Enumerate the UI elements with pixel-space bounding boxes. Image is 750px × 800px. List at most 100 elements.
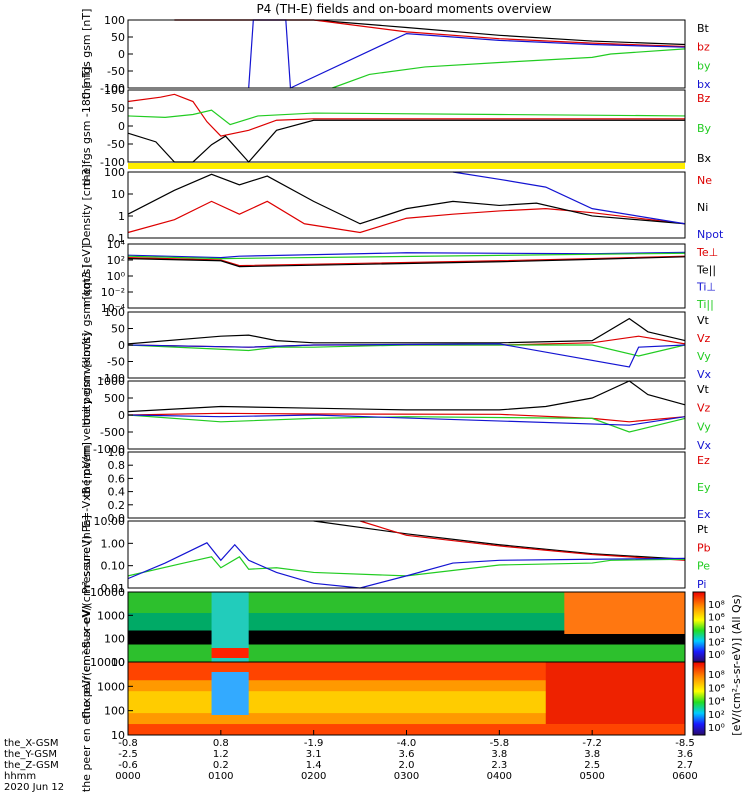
y-tick-label: 0 xyxy=(118,48,125,61)
footer-value: 1.2 xyxy=(213,749,229,760)
footer-value: 2.0 xyxy=(399,760,415,771)
y-axis-label: the peir en eflux eV/(cm²-s-sr-eV) xyxy=(80,535,93,719)
y-axis-label: the peer en eflux eV/(cm²-s-sr-eV) xyxy=(80,605,93,792)
series-Pt xyxy=(313,520,686,560)
heatmap-band xyxy=(211,648,249,658)
colorbar-tick: 10² xyxy=(708,710,725,721)
series-Vt xyxy=(127,317,686,345)
footer-value: 0200 xyxy=(301,771,326,782)
panel-peir: 10000 1000 100 10 the peir en eflux eV/(cm²-… xyxy=(80,535,686,719)
y-tick-label: 1000 xyxy=(97,680,125,693)
y-tick-label: 0.2 xyxy=(108,499,126,512)
series-Vy xyxy=(127,344,686,357)
footer-label: the_Y-GSM xyxy=(4,749,57,760)
status-bar xyxy=(128,163,685,169)
series-Ni xyxy=(127,173,686,225)
colorbar-tick: 10² xyxy=(708,638,725,649)
legend-By: By xyxy=(697,122,712,135)
panel-fgs: 100 50 0 -50 -100 the fgs gsm [nT] Bt bz by bx xyxy=(80,9,711,100)
y-axis-label: the fgs gsm -180 [nT] xyxy=(80,66,93,185)
colorbar-tick: 10⁶ xyxy=(708,613,725,624)
footer-value: 0000 xyxy=(115,771,140,782)
legend-Vy: Vy xyxy=(697,420,711,433)
y-axis-label: Pressure [nPa] xyxy=(80,515,93,594)
y-tick-label: -50 xyxy=(107,138,125,151)
series-Te|| xyxy=(127,256,686,268)
series-Pb xyxy=(359,520,686,561)
y-tick-label: -100 xyxy=(100,372,125,385)
colorbar-tick: 10⁴ xyxy=(708,697,725,708)
y-tick-label: 10 xyxy=(111,656,125,669)
footer-value: 2.7 xyxy=(677,760,693,771)
y-tick-label: -50 xyxy=(107,65,125,78)
footer-value: 3.6 xyxy=(677,749,693,760)
y-tick-label: 100 xyxy=(104,306,125,319)
y-tick-label: 10 xyxy=(111,188,125,201)
series-Npot xyxy=(452,171,686,225)
panel-temperature: 10⁴ 10² 10⁰ 10⁻² 10⁻⁴ mqqt3 [eV] Te⊥ Te|| Ti⊥ Ti|… xyxy=(80,238,718,315)
y-tick-label: 50 xyxy=(111,31,125,44)
series-Te⊥ xyxy=(127,255,686,267)
legend-Ez: Ez xyxy=(697,454,710,467)
footer-label: the_X-GSM xyxy=(4,738,58,749)
legend-Vx: Vx xyxy=(697,439,712,452)
series-By xyxy=(127,109,686,126)
y-tick-label: -100 xyxy=(100,82,125,95)
legend-Te⊥: Te⊥ xyxy=(696,246,718,259)
footer-value: -0.8 xyxy=(118,738,138,749)
series-Vy xyxy=(127,414,686,433)
series-Pe xyxy=(127,556,686,577)
footer-value: 0.8 xyxy=(213,738,229,749)
panel-density: 100 10 1 0.1 Density [cm-3] Ne Ni Npot xyxy=(80,164,724,246)
footer-value: 0500 xyxy=(579,771,604,782)
legend-Ne: Ne xyxy=(697,174,712,187)
footer-value: 0400 xyxy=(487,771,512,782)
legend-Te||: Te|| xyxy=(696,263,716,276)
y-tick-label: -50 xyxy=(107,356,125,369)
series-Ne xyxy=(127,200,686,234)
footer-value: 3.6 xyxy=(399,749,415,760)
colorbar xyxy=(692,661,706,736)
legend-Vy: Vy xyxy=(697,350,711,363)
footer-value: 0600 xyxy=(672,771,697,782)
legend-Ti⊥: Ti⊥ xyxy=(696,281,716,294)
footer-value: 1.4 xyxy=(306,760,322,771)
y-tick-label: 0.8 xyxy=(108,459,126,472)
y-tick-label: 1000 xyxy=(97,375,125,388)
y-tick-label: -1000 xyxy=(93,443,125,456)
y-tick-label: 100 xyxy=(104,633,125,646)
footer-value: -1.9 xyxy=(304,738,324,749)
legend-Vz: Vz xyxy=(697,402,711,415)
colorbar-tick: 10⁶ xyxy=(708,683,725,694)
y-axis-label: the fgs gsm [nT] xyxy=(80,9,93,100)
y-tick-label: 0.4 xyxy=(108,486,126,499)
y-tick-label: 1 xyxy=(118,210,125,223)
y-tick-label: 0 xyxy=(118,120,125,133)
colorbar-tick: 10⁸ xyxy=(708,670,725,681)
footer-value: -4.0 xyxy=(397,738,417,749)
y-tick-label: 500 xyxy=(104,392,125,405)
legend-Bt: Bt xyxy=(697,22,710,35)
legend-Vz: Vz xyxy=(697,332,711,345)
footer-value: 2.5 xyxy=(584,760,600,771)
footer-value: -7.2 xyxy=(582,738,602,749)
y-tick-label: -100 xyxy=(100,156,125,169)
y-tick-label: 0.0 xyxy=(108,512,126,525)
colorbar-tick: 10⁸ xyxy=(708,600,725,611)
footer-value: 3.8 xyxy=(584,749,600,760)
y-tick-label: 10⁴ xyxy=(107,238,126,251)
y-tick-label: 1000 xyxy=(97,609,125,622)
series-Vx xyxy=(127,343,686,368)
footer-value: 3.8 xyxy=(491,749,507,760)
y-tick-label: 1.0 xyxy=(108,446,126,459)
heatmap-band xyxy=(545,662,685,725)
panel-pressure: 10.00 1.00 0.10 0.01 Pressure [nPa] Pt Pb Pe Pi xyxy=(80,515,711,595)
colorbar-tick: 10⁰ xyxy=(708,650,725,661)
y-tick-label: 10⁰ xyxy=(107,270,126,283)
y-tick-label: 100 xyxy=(104,705,125,718)
series-bz xyxy=(174,19,686,48)
series-Bt xyxy=(174,19,686,46)
footer-label: hhmm xyxy=(4,771,36,782)
legend-Vt: Vt xyxy=(697,314,710,327)
